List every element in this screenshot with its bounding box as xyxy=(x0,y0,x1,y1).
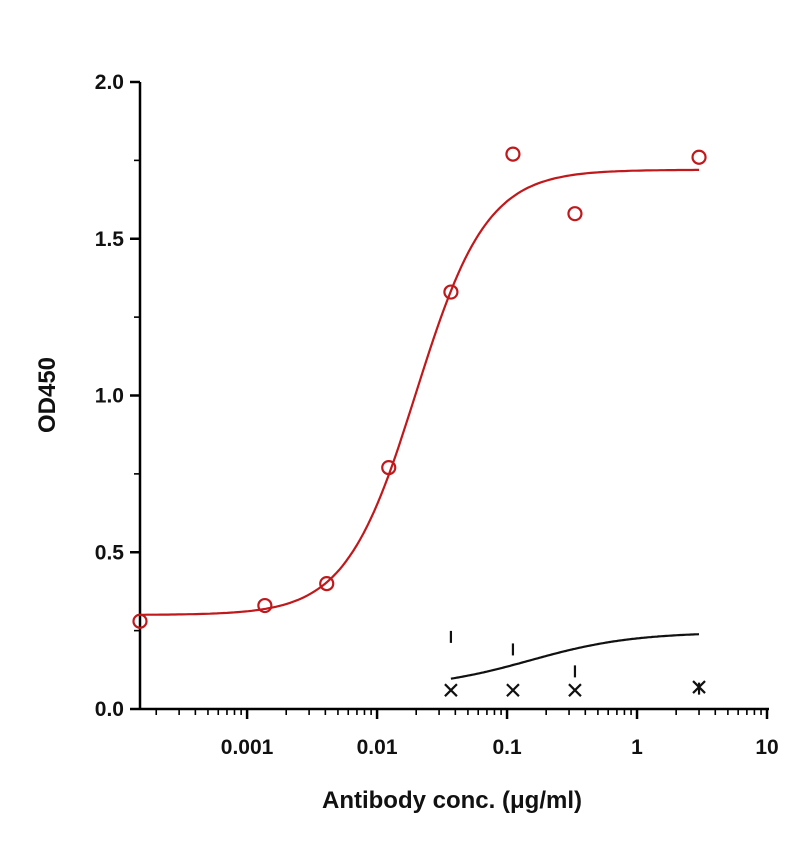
x-tick-label: 0.01 xyxy=(357,736,398,759)
data-point-series-2 xyxy=(506,683,520,697)
x-tick-label: 10 xyxy=(755,736,778,759)
fit-curves-layer xyxy=(140,168,700,680)
data-point-series-2 xyxy=(568,683,582,697)
data-point-series-2 xyxy=(444,683,458,697)
x-axis-title: Antibody conc. (μg/ml) xyxy=(322,787,582,814)
x-tick-label: 0.1 xyxy=(492,736,522,759)
data-point-series-1 xyxy=(319,575,335,592)
data-point-series-1 xyxy=(443,284,459,300)
data-point-series-1 xyxy=(381,460,397,476)
data-point-series-1 xyxy=(691,149,707,165)
y-tick-label: 2.0 xyxy=(95,71,124,94)
fit-curve-series-1 xyxy=(140,168,699,616)
fit-curve-series-3 xyxy=(450,633,700,680)
data-point-series-1 xyxy=(257,597,273,614)
axes-layer: 0.0 0.5 1.0 1.5 2.0 0.001 0.01 0.1 1 10 xyxy=(95,71,779,759)
y-tick-label: 1.5 xyxy=(95,228,125,251)
x-tick-label: 0.001 xyxy=(221,736,274,759)
y-tick-label: 0.0 xyxy=(95,698,124,721)
y-tick-label: 1.0 xyxy=(95,385,124,408)
data-points-layer xyxy=(132,146,707,697)
data-point-series-1 xyxy=(132,613,148,629)
x-tick-label: 1 xyxy=(631,736,643,759)
data-point-series-1 xyxy=(567,206,583,222)
y-axis-title: OD450 xyxy=(34,357,61,433)
data-point-series-1 xyxy=(505,146,521,162)
y-tick-label: 0.5 xyxy=(95,541,125,564)
